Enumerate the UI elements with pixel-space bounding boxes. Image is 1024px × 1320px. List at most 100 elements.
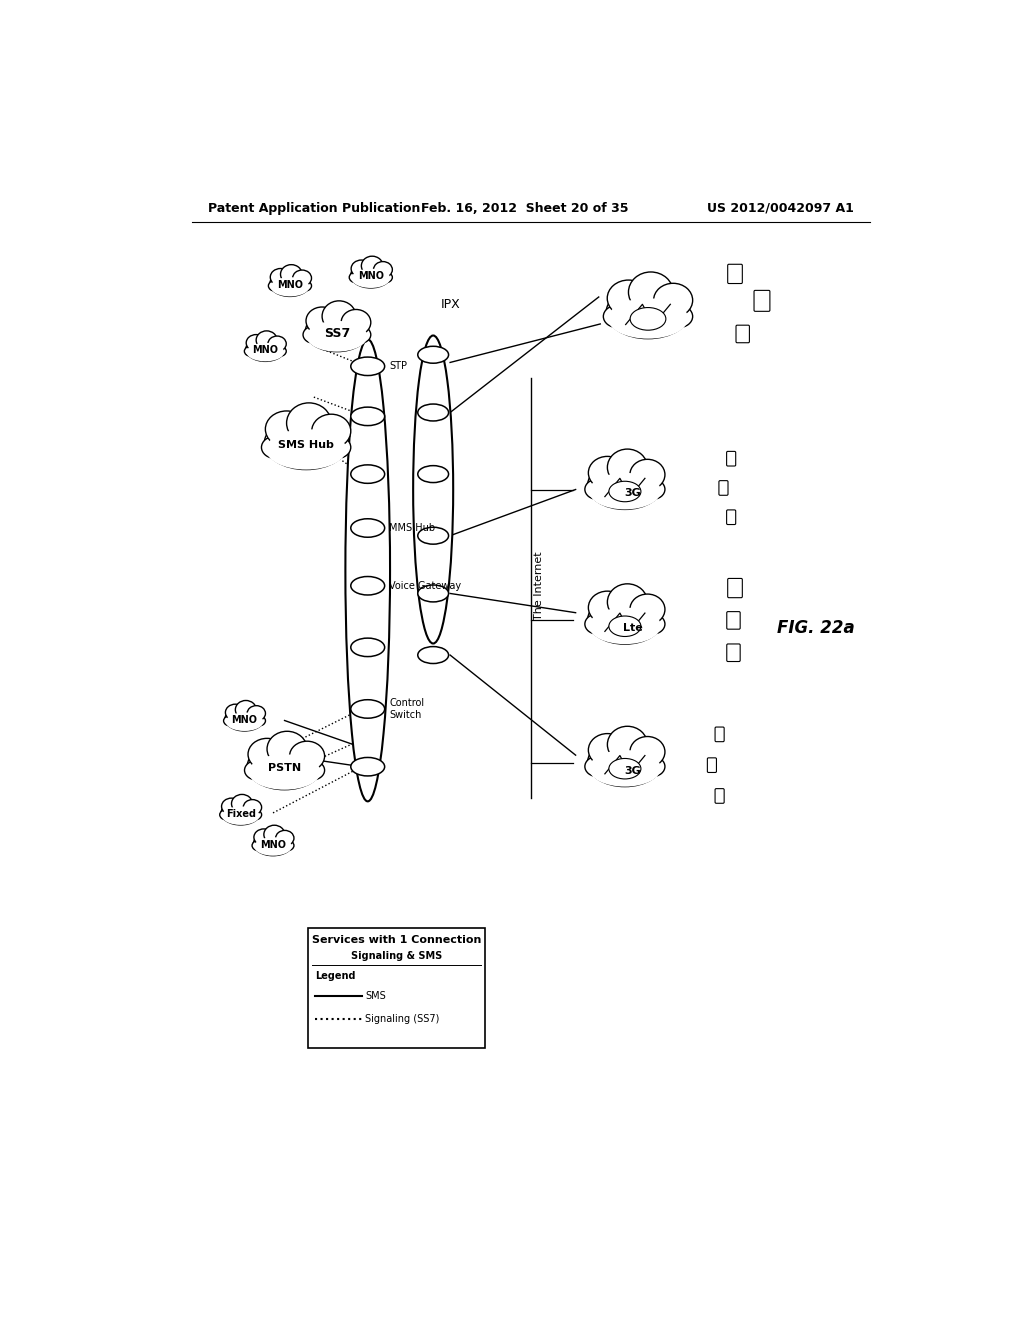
Ellipse shape [630,737,665,767]
Ellipse shape [630,459,665,490]
Ellipse shape [290,742,325,771]
Ellipse shape [247,706,265,721]
Ellipse shape [244,800,261,816]
Ellipse shape [303,326,325,343]
Ellipse shape [298,281,311,292]
Ellipse shape [249,754,321,789]
Ellipse shape [264,417,348,470]
Ellipse shape [281,264,302,284]
Ellipse shape [293,271,311,286]
Ellipse shape [350,263,391,288]
Ellipse shape [665,305,692,327]
Ellipse shape [351,638,385,656]
Text: MNO: MNO [357,272,384,281]
Ellipse shape [345,339,390,801]
Ellipse shape [351,465,385,483]
FancyBboxPatch shape [719,480,728,495]
Ellipse shape [225,713,263,731]
Ellipse shape [306,308,338,335]
FancyBboxPatch shape [728,264,742,284]
Ellipse shape [379,272,392,282]
Ellipse shape [266,429,346,470]
Ellipse shape [589,734,627,767]
Ellipse shape [589,591,627,624]
Ellipse shape [281,841,294,850]
Ellipse shape [640,614,665,634]
Text: IPX: IPX [441,298,461,312]
Ellipse shape [629,272,673,313]
Ellipse shape [589,607,660,644]
Ellipse shape [608,298,688,339]
FancyBboxPatch shape [727,510,735,524]
Ellipse shape [254,837,292,855]
Ellipse shape [265,411,308,447]
FancyBboxPatch shape [736,325,750,343]
Text: Lte: Lte [623,623,642,634]
Ellipse shape [609,616,641,636]
Ellipse shape [351,758,385,776]
Text: The Internet: The Internet [535,552,544,620]
Ellipse shape [246,334,266,351]
Ellipse shape [603,305,631,327]
FancyBboxPatch shape [715,788,724,804]
Ellipse shape [261,436,290,458]
Ellipse shape [418,466,449,483]
Ellipse shape [609,759,641,779]
FancyBboxPatch shape [715,727,724,742]
Ellipse shape [252,841,265,850]
Text: 3G: 3G [625,766,641,776]
Ellipse shape [418,527,449,544]
Ellipse shape [341,309,371,335]
Text: Services with 1 Connection: Services with 1 Connection [311,935,481,945]
Ellipse shape [268,337,287,351]
Text: Feb. 16, 2012  Sheet 20 of 35: Feb. 16, 2012 Sheet 20 of 35 [421,202,629,215]
Text: Fixed: Fixed [225,809,256,818]
Ellipse shape [225,704,246,721]
Ellipse shape [349,272,362,282]
Ellipse shape [225,708,264,731]
Ellipse shape [311,414,351,449]
Ellipse shape [607,449,647,486]
Ellipse shape [351,519,385,537]
Ellipse shape [270,268,291,286]
Ellipse shape [585,479,610,499]
FancyBboxPatch shape [708,758,717,772]
Ellipse shape [361,256,383,276]
Ellipse shape [351,700,385,718]
Ellipse shape [351,407,385,425]
Text: 3G: 3G [625,488,641,499]
Ellipse shape [351,577,385,595]
Ellipse shape [630,594,665,624]
Ellipse shape [236,701,256,719]
Text: Control
Switch: Control Switch [389,698,424,721]
Ellipse shape [249,809,261,820]
Ellipse shape [305,312,369,351]
Ellipse shape [246,338,285,362]
Ellipse shape [323,301,356,331]
Text: PSTN: PSTN [268,763,301,774]
Ellipse shape [606,286,690,339]
Ellipse shape [589,457,627,490]
Ellipse shape [245,346,257,356]
Ellipse shape [270,277,309,297]
Ellipse shape [287,403,331,444]
Ellipse shape [640,756,665,776]
Ellipse shape [247,743,323,789]
Text: MNO: MNO [276,280,303,290]
Ellipse shape [247,343,284,362]
Ellipse shape [349,326,371,343]
Ellipse shape [306,321,368,351]
Ellipse shape [374,261,392,277]
Ellipse shape [607,726,647,763]
Ellipse shape [351,358,385,376]
FancyBboxPatch shape [754,290,770,312]
Ellipse shape [248,738,286,771]
Ellipse shape [588,462,663,510]
Ellipse shape [221,801,260,825]
Ellipse shape [418,585,449,602]
Text: MNO: MNO [260,840,286,850]
Text: Signaling (SS7): Signaling (SS7) [366,1014,439,1024]
Ellipse shape [268,281,282,292]
Text: Signaling & SMS: Signaling & SMS [350,952,441,961]
Ellipse shape [588,597,663,644]
